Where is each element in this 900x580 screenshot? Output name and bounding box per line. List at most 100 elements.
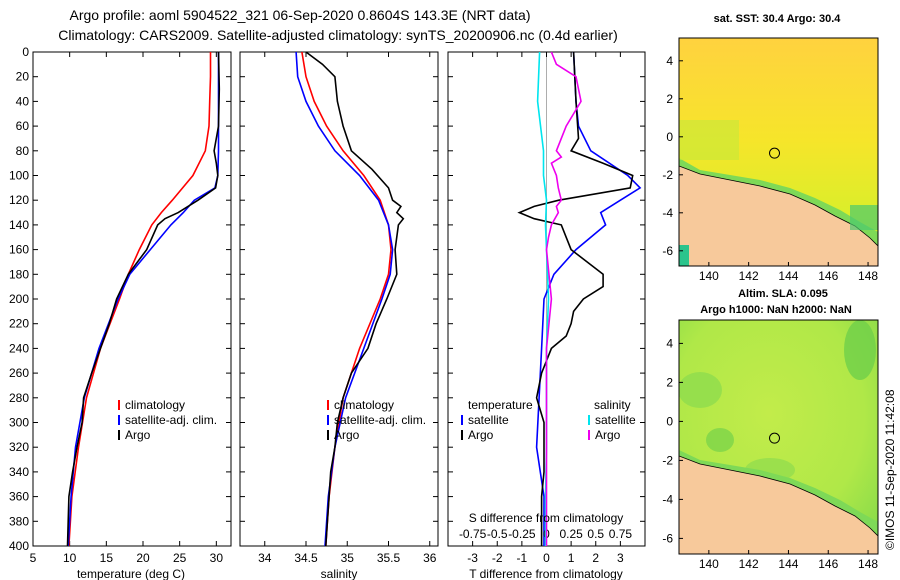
map-y-tick-label: 4 — [666, 54, 673, 68]
legend-title-salinity: salinity — [594, 398, 631, 412]
depth-tick-label: 240 — [9, 341, 29, 355]
sst-map-cell-patch — [679, 120, 739, 160]
depth-tick-label: 260 — [9, 366, 29, 380]
sla-map-argo-marker — [769, 432, 781, 444]
series-line-s-argo — [545, 51, 582, 546]
legend-label-s-argo: Argo — [595, 428, 621, 442]
legend-label-satellite: satellite-adj. clim. — [334, 413, 426, 427]
depth-tick-label: 0 — [22, 45, 29, 59]
title-line-2: Climatology: CARS2009. Satellite-adjuste… — [58, 27, 618, 43]
temperature-legend: climatology satellite-adj. clim. Argo — [118, 398, 217, 442]
map-y-tick-label: -2 — [662, 453, 673, 467]
depth-tick-label: 220 — [9, 317, 29, 331]
sla-map-blob — [706, 428, 734, 452]
depth-tick-label: 200 — [9, 292, 29, 306]
depth-tick-label: 280 — [9, 391, 29, 405]
s-tick-label: -0.75 — [459, 527, 487, 541]
legend-label-t-satellite: satellite — [468, 413, 509, 427]
legend-label-t-argo: Argo — [468, 428, 494, 442]
depth-tick-label: 160 — [9, 243, 29, 257]
x-tick-label: 34 — [258, 551, 272, 565]
credit-text: ©IMOS 11-Sep-2020 11:42:08 — [883, 389, 897, 550]
sla-map — [679, 320, 878, 554]
sla-map-land — [679, 455, 878, 554]
series-line-argo — [66, 51, 221, 547]
title-line-1: Argo profile: aoml 5904522_321 06-Sep-20… — [69, 7, 530, 23]
x-tick-label: 1 — [568, 551, 575, 565]
depth-tick-label: 400 — [9, 539, 29, 553]
x-tick-label: 3 — [617, 551, 624, 565]
series-line-climatology — [68, 52, 212, 547]
sla-map-subtitle: Argo h1000: NaN h2000: NaN — [700, 304, 852, 316]
series-line-climatology — [301, 51, 392, 547]
x-tick-label: 36 — [423, 551, 437, 565]
depth-tick-label: 100 — [9, 169, 29, 183]
depth-tick-label: 380 — [9, 514, 29, 528]
x-tick-label: 0 — [543, 551, 550, 565]
temperature-axis-label: temperature (deg C) — [77, 567, 185, 580]
x-tick-label: -1 — [517, 551, 528, 565]
sst-map-land — [679, 165, 878, 266]
series-line-t-argo — [517, 51, 634, 546]
s-tick-label: 0.25 — [559, 527, 583, 541]
map-y-tick-label: -6 — [662, 244, 673, 258]
depth-tick-label: 60 — [16, 119, 30, 133]
map-y-tick-label: -2 — [662, 168, 673, 182]
map-x-tick-label: 148 — [858, 269, 878, 283]
s-tick-label: -0.25 — [508, 527, 536, 541]
series-line-t-satellite — [535, 51, 642, 546]
depth-tick-label: 360 — [9, 490, 29, 504]
depth-tick-label: 20 — [16, 70, 30, 84]
map-y-tick-label: 2 — [666, 92, 673, 106]
x-tick-label: 20 — [136, 551, 150, 565]
sst-map-cell-patch — [850, 205, 878, 230]
x-tick-label: 5 — [30, 551, 37, 565]
map-x-tick-label: 146 — [818, 557, 838, 571]
salinity-legend: climatology satellite-adj. clim. Argo — [327, 398, 426, 442]
sla-map-blob — [844, 320, 876, 380]
legend-label-argo: Argo — [334, 428, 360, 442]
sla-map-title: Altim. SLA: 0.095 — [738, 288, 828, 300]
sla-map-frame — [678, 319, 879, 555]
legend-label-argo: Argo — [125, 428, 151, 442]
series-line-argo — [305, 51, 405, 547]
s-tick-label: 0.75 — [609, 527, 633, 541]
sst-map — [679, 38, 878, 266]
depth-tick-label: 320 — [9, 440, 29, 454]
sst-map-title: sat. SST: 30.4 Argo: 30.4 — [714, 13, 842, 25]
map-y-tick-label: 0 — [666, 414, 673, 428]
legend-label-climatology: climatology — [334, 398, 394, 412]
map-x-tick-label: 140 — [699, 269, 719, 283]
map-y-tick-label: 2 — [666, 375, 673, 389]
legend-label-s-satellite: satellite — [595, 413, 636, 427]
sst-map-argo-marker — [769, 147, 781, 159]
depth-tick-label: 120 — [9, 193, 29, 207]
map-x-tick-label: 146 — [818, 269, 838, 283]
legend-title-temperature: temperature — [468, 398, 533, 412]
legend-label-climatology: climatology — [125, 398, 185, 412]
sst-map-cell-patch — [679, 245, 689, 266]
s-tick-label: -0.5 — [487, 527, 508, 541]
temperature-panel-frame — [32, 51, 232, 547]
map-y-tick-label: 4 — [666, 336, 673, 350]
s-difference-axis-label: S difference from climatology — [469, 511, 624, 525]
difference-legend: temperature satellite Argo salinity sate… — [461, 398, 636, 442]
depth-tick-label: 40 — [16, 94, 30, 108]
depth-tick-label: 140 — [9, 218, 29, 232]
map-x-tick-label: 142 — [739, 557, 759, 571]
salinity-axis-label: salinity — [321, 567, 358, 580]
salinity-panel-frame — [239, 51, 439, 547]
map-x-tick-label: 140 — [699, 557, 719, 571]
map-y-tick-label: -6 — [662, 531, 673, 545]
depth-tick-label: 180 — [9, 267, 29, 281]
map-x-tick-label: 148 — [858, 557, 878, 571]
difference-axis-label: T difference from climatology — [469, 567, 623, 580]
depth-tick-label: 300 — [9, 416, 29, 430]
x-tick-label: 2 — [592, 551, 599, 565]
s-tick-label: 0.5 — [587, 527, 604, 541]
x-tick-label: 34.5 — [294, 551, 318, 565]
map-x-tick-label: 144 — [778, 557, 798, 571]
x-tick-label: 30 — [210, 551, 224, 565]
depth-tick-label: 340 — [9, 465, 29, 479]
map-x-tick-label: 144 — [778, 269, 798, 283]
